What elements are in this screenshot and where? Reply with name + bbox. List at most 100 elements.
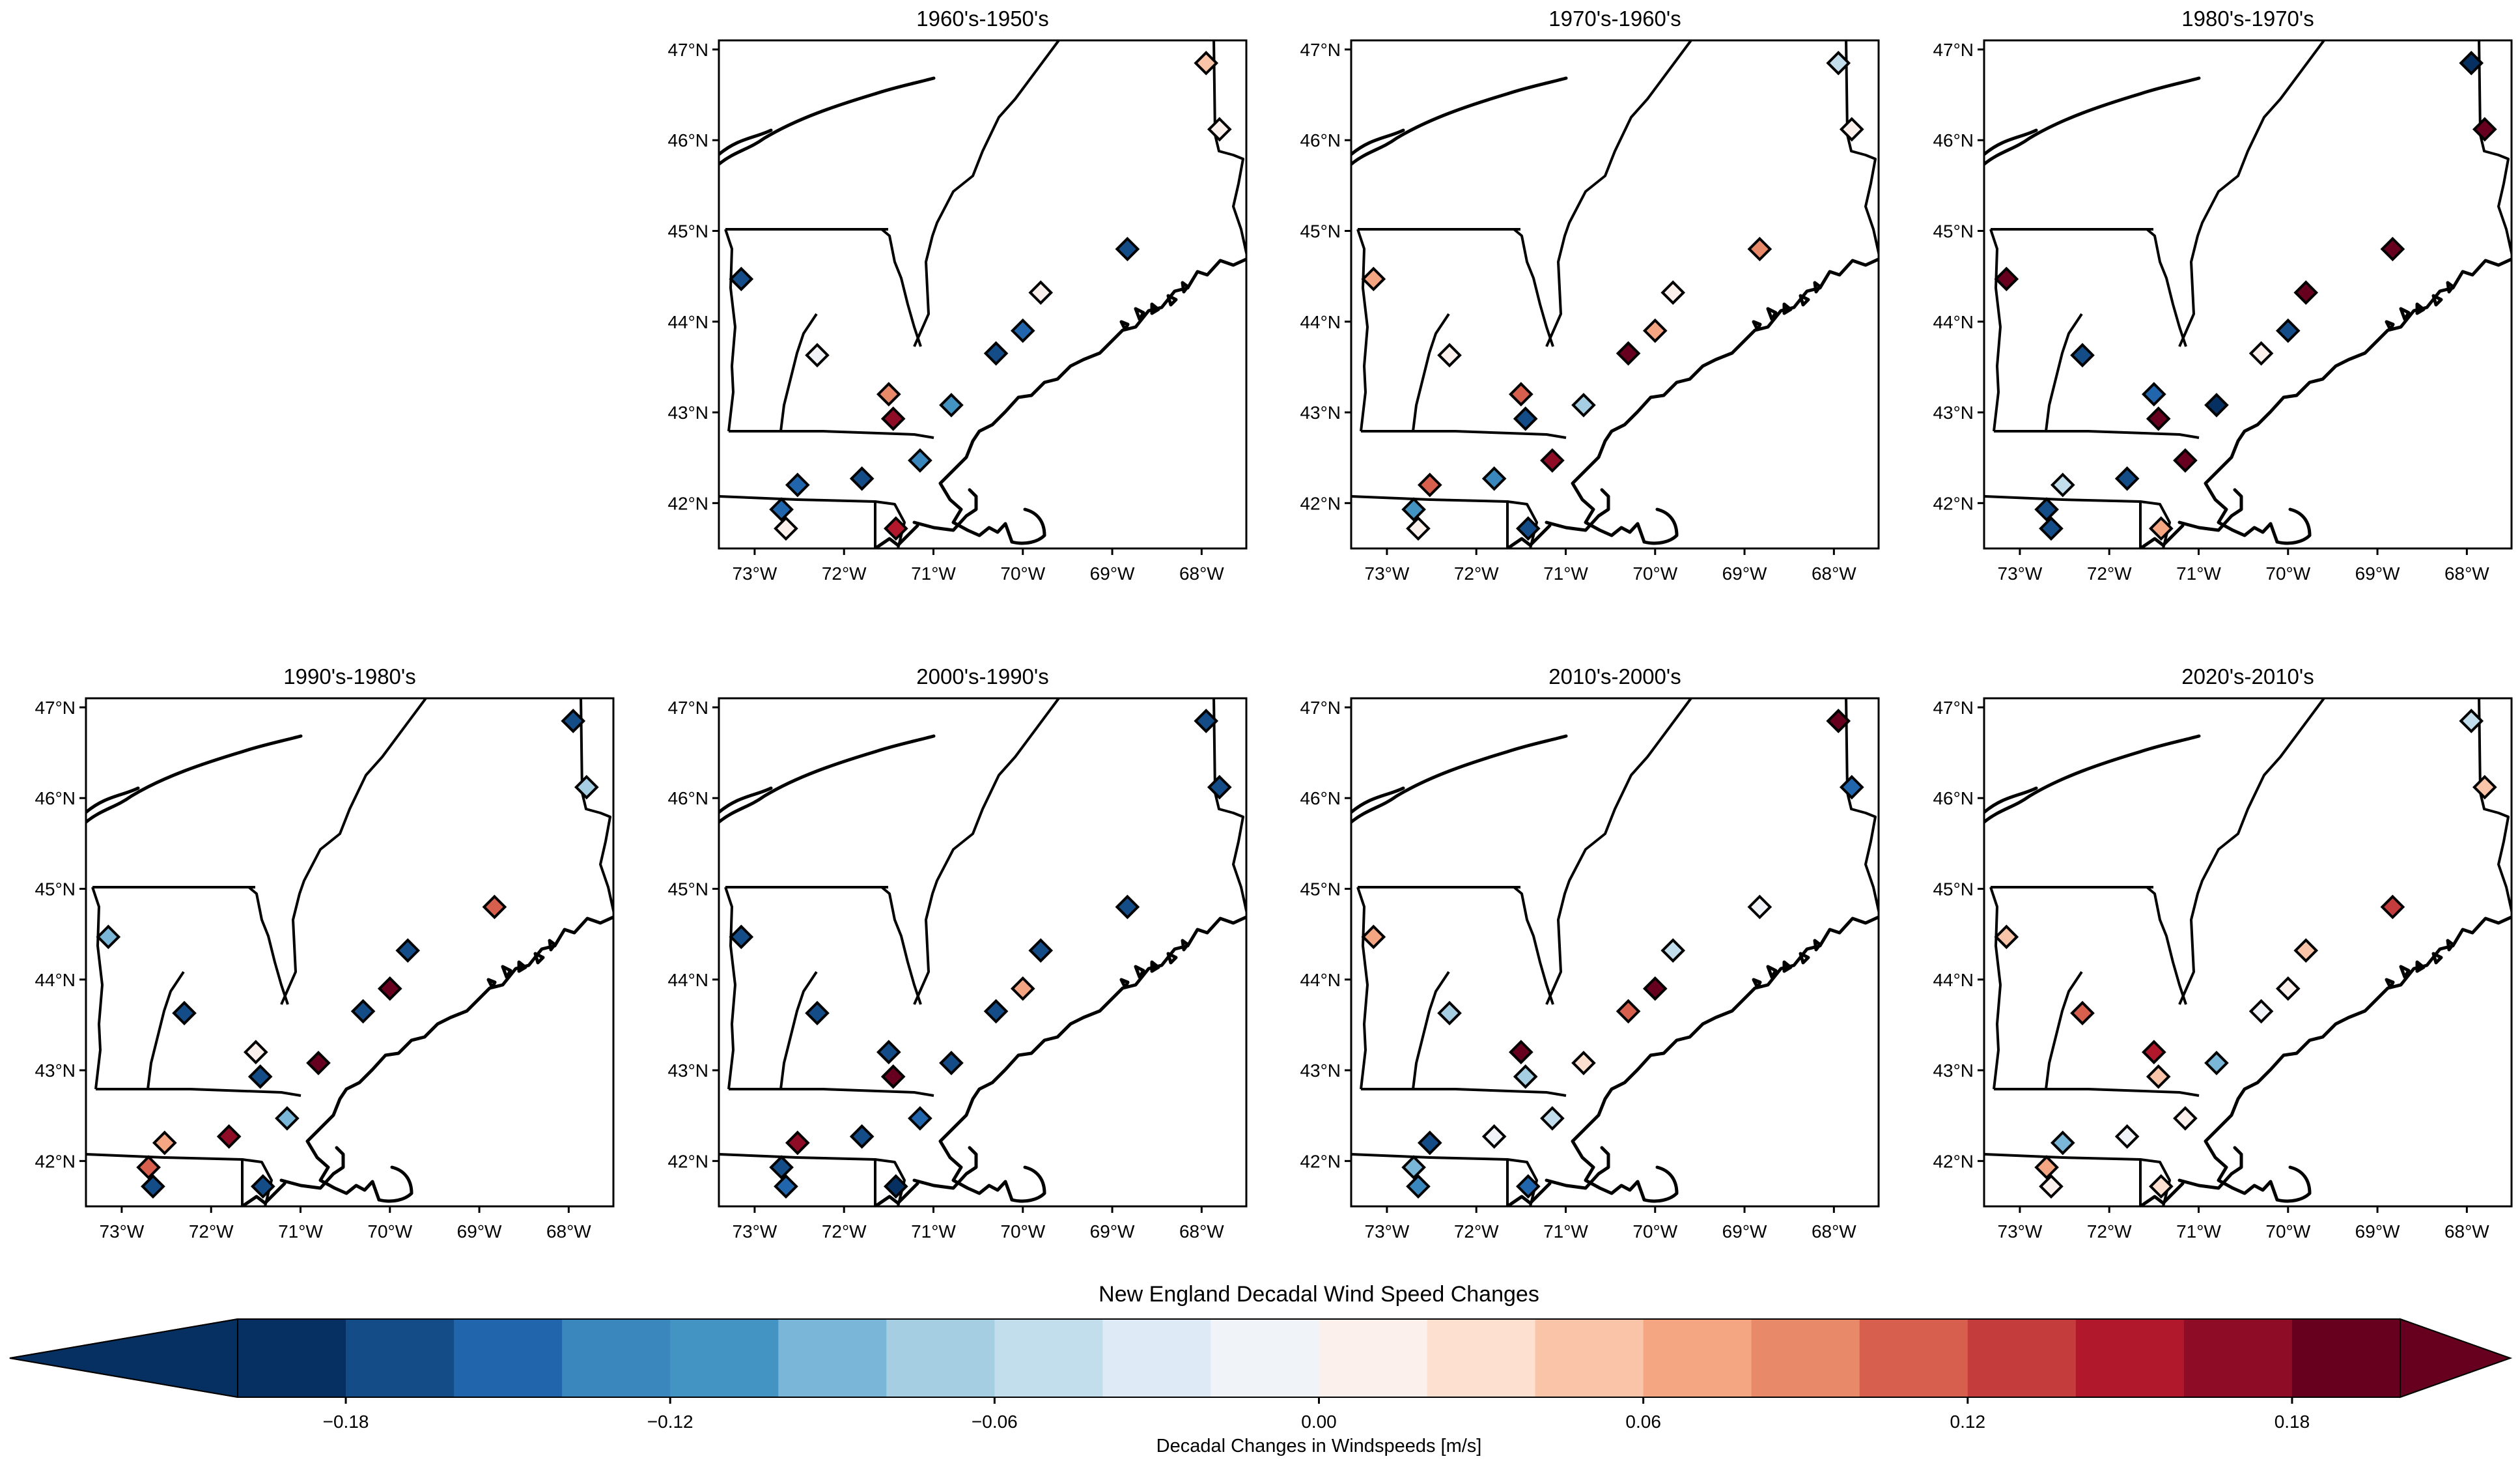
lat-tick-label: 46°N — [1300, 130, 1341, 150]
lon-tick-label: 70°W — [367, 1221, 412, 1242]
colorbar-segment — [994, 1319, 1103, 1397]
basemap — [1351, 38, 1880, 548]
station-marker — [1540, 448, 1565, 473]
station-marker — [2142, 1040, 2166, 1065]
colorbar-extend-high — [2400, 1318, 2512, 1399]
lon-tick-label: 73°W — [1365, 563, 1410, 584]
station-marker — [785, 1130, 810, 1156]
map-panel: 1990's-1980's 73°W 72°W 71°W 70°W 69°W 68°W 47°… — [35, 664, 615, 1242]
lat-tick-label: 46°N — [667, 130, 708, 150]
lon-tick-label: 69°W — [1722, 1221, 1767, 1242]
lon-tick-label: 70°W — [1000, 1221, 1045, 1242]
station-marker — [1194, 50, 1219, 76]
lat-tick-label: 43°N — [667, 1060, 708, 1081]
lon-tick-label: 72°W — [189, 1221, 234, 1242]
station-marker — [2149, 1174, 2174, 1199]
station-marker — [1417, 472, 1442, 498]
station-marker — [2050, 1130, 2075, 1156]
station-marker — [1826, 708, 1851, 733]
lat-tick-label: 43°N — [1933, 1060, 1974, 1081]
station-marker — [805, 343, 830, 368]
lat-tick-label: 46°N — [667, 788, 708, 808]
lat-tick-label: 42°N — [1933, 1151, 1974, 1171]
colorbar-tick-label: 0.06 — [1625, 1412, 1661, 1432]
panel-title: 2020's-2010's — [2181, 664, 2314, 689]
station-marker — [2142, 382, 2166, 407]
station-marker — [2070, 343, 2095, 368]
station-marker — [2293, 938, 2319, 963]
station-marker — [2472, 774, 2497, 800]
lat-tick-label: 47°N — [35, 698, 76, 718]
lon-tick-label: 72°W — [822, 1221, 867, 1242]
station-marker — [1115, 894, 1140, 920]
station-marker — [983, 999, 1009, 1024]
station-marker — [1513, 1064, 1538, 1089]
station-marker — [2114, 466, 2140, 491]
lat-tick-label: 44°N — [667, 312, 708, 332]
station-marker — [96, 924, 121, 950]
lon-tick-label: 68°W — [2444, 1221, 2489, 1242]
station-marker — [1437, 343, 1462, 368]
lat-tick-label: 44°N — [1933, 312, 1974, 332]
lon-tick-label: 68°W — [1812, 563, 1856, 584]
lon-tick-label: 71°W — [1543, 563, 1588, 584]
lon-tick-label: 70°W — [1000, 563, 1045, 584]
lat-tick-label: 42°N — [35, 1151, 76, 1171]
lat-tick-label: 42°N — [1300, 493, 1341, 513]
panel-title: 2010's-2000's — [1548, 664, 1681, 689]
station-marker — [2039, 516, 2064, 541]
station-marker — [849, 1124, 875, 1149]
station-marker — [1642, 976, 1668, 1001]
lat-tick-label: 47°N — [667, 698, 708, 718]
map-panel: 1980's-1970's 73°W 72°W 71°W 70°W 69°W 68°W 47°… — [1933, 7, 2513, 584]
station-marker — [729, 924, 754, 950]
lon-tick-label: 68°W — [1812, 1221, 1856, 1242]
station-marker — [2248, 999, 2274, 1024]
station-marker — [785, 472, 810, 498]
panel-frame — [1983, 697, 2513, 1208]
station-marker — [1207, 774, 1232, 800]
station-marker — [2050, 472, 2075, 498]
colorbar-outline — [9, 1318, 2512, 1398]
station-marker — [1028, 280, 1054, 305]
station-marker — [1540, 1106, 1565, 1131]
station-marker — [1361, 266, 1386, 292]
station-marker — [1516, 516, 1541, 541]
colorbar-segment — [1427, 1319, 1536, 1397]
lat-tick-label: 45°N — [1300, 221, 1341, 242]
panel-title: 2000's-1990's — [916, 664, 1048, 689]
lon-tick-label: 68°W — [2444, 563, 2489, 584]
colorbar-extend-low — [9, 1318, 238, 1399]
colorbar-tick-label: 0.12 — [1950, 1412, 1986, 1432]
station-marker — [395, 938, 421, 963]
station-marker — [1401, 1155, 1426, 1180]
colorbar-segment — [1967, 1319, 2077, 1397]
lon-tick-label: 71°W — [2176, 1221, 2221, 1242]
lat-tick-label: 44°N — [1300, 312, 1341, 332]
lat-tick-label: 46°N — [1933, 788, 1974, 808]
map-panel: 1970's-1960's 73°W 72°W 71°W 70°W 69°W 68°W 47°… — [1300, 7, 1880, 584]
station-marker — [2034, 1155, 2059, 1180]
lon-tick-label: 71°W — [2176, 563, 2221, 584]
lat-tick-label: 46°N — [1300, 788, 1341, 808]
colorbar-segment — [886, 1319, 995, 1397]
station-marker — [1516, 1174, 1541, 1199]
map-panel: 1960's-1950's 73°W 72°W 71°W 70°W 69°W 68°W 47°… — [667, 7, 1248, 584]
station-marker — [1747, 236, 1772, 262]
lat-tick-label: 43°N — [1933, 403, 1974, 423]
colorbar-segment — [238, 1319, 346, 1397]
station-marker — [1616, 341, 1641, 366]
lat-tick-label: 44°N — [667, 970, 708, 990]
station-marker — [2070, 1001, 2095, 1026]
lon-tick-label: 71°W — [278, 1221, 323, 1242]
station-marker — [983, 341, 1009, 366]
station-marker — [2039, 1174, 2064, 1199]
colorbar-segment — [346, 1319, 455, 1397]
lat-tick-label: 42°N — [1300, 1151, 1341, 1171]
lon-tick-label: 71°W — [1543, 1221, 1588, 1242]
station-marker — [1642, 318, 1668, 343]
lon-tick-label: 72°W — [1454, 1221, 1499, 1242]
panel-title: 1980's-1970's — [2181, 7, 2314, 31]
lon-tick-label: 72°W — [1454, 563, 1499, 584]
station-marker — [2149, 516, 2174, 541]
